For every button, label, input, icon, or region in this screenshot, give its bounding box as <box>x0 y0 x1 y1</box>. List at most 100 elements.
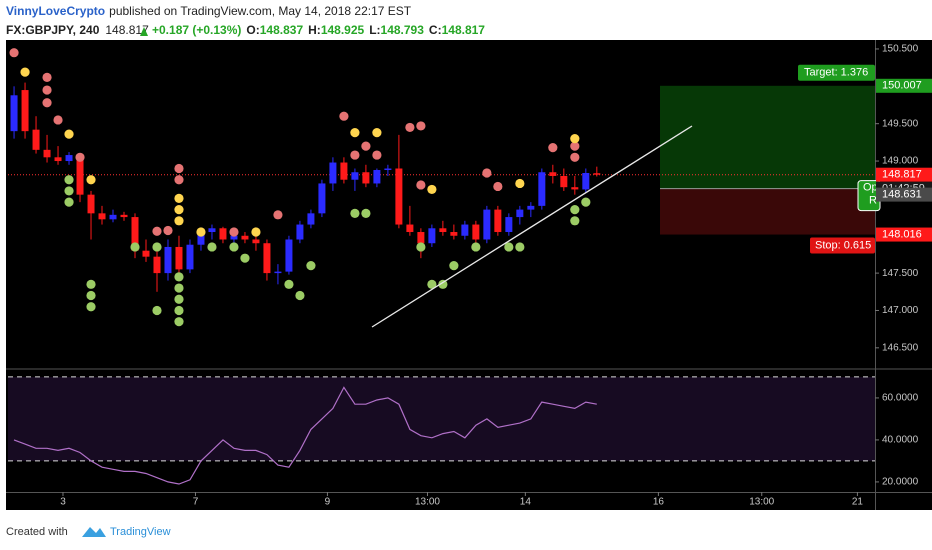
price-label: 150.007 <box>882 80 922 92</box>
axes: 150.500 149.500 149.000 147.500 147.000 146.5… <box>60 44 932 508</box>
candle-body <box>329 162 337 184</box>
candle-body <box>406 224 414 233</box>
signal-dot <box>416 180 426 190</box>
x-tick-label: 13:00 <box>415 497 440 508</box>
candle-body <box>252 239 260 244</box>
candle-body <box>98 213 106 220</box>
y-tick-label: 147.000 <box>882 305 919 316</box>
candle-body <box>76 155 84 195</box>
candle-body <box>274 271 282 274</box>
candle-body <box>384 168 392 171</box>
author-link[interactable]: VinnyLoveCrypto <box>6 4 105 18</box>
candle-body <box>516 209 524 218</box>
candle-body <box>120 214 128 218</box>
x-tick-label: 3 <box>60 497 66 508</box>
candle-body <box>230 235 238 240</box>
candle-body <box>21 90 29 132</box>
signal-dot <box>174 272 184 282</box>
candle-body <box>593 173 601 175</box>
candle-body <box>549 172 557 176</box>
y-tick-label: 149.000 <box>882 156 919 167</box>
open-label: Op <box>863 182 878 194</box>
signal-dot <box>20 67 30 77</box>
signal-dot <box>9 48 19 58</box>
signal-dot <box>372 128 382 138</box>
position-layer: Target: 1.376 Stop: 0.615 OpR <box>660 64 881 254</box>
candle-body <box>263 243 271 274</box>
signal-dot <box>515 242 525 252</box>
signal-dot <box>581 197 591 207</box>
signal-dot <box>427 279 437 289</box>
signal-dot <box>42 98 52 108</box>
signal-dot <box>251 227 261 237</box>
candle-body <box>131 217 139 251</box>
signal-dot <box>427 184 437 195</box>
candle-body <box>461 224 469 236</box>
header-line: VinnyLoveCrypto published on TradingView.… <box>6 4 412 18</box>
candle-body <box>494 209 502 233</box>
signal-dot <box>372 150 382 160</box>
candles <box>8 48 875 327</box>
signal-dot <box>174 294 184 304</box>
signal-dot <box>174 205 184 215</box>
candle-body <box>43 149 51 158</box>
footer-brand[interactable]: TradingView <box>110 526 171 538</box>
price-label-box <box>876 227 932 242</box>
candle-body <box>87 194 95 214</box>
candle-body <box>439 228 447 233</box>
signal-dot <box>449 261 459 271</box>
candle-body <box>362 172 370 184</box>
stop-zone <box>660 188 875 235</box>
signal-dot <box>416 121 426 131</box>
signal-dot <box>42 72 52 82</box>
signal-dot <box>493 181 503 192</box>
signal-dot <box>207 242 217 252</box>
rsi-band <box>8 376 875 461</box>
signal-dot <box>350 150 360 160</box>
y-tick-label: 147.500 <box>882 268 919 279</box>
signal-dot <box>361 141 371 151</box>
signal-dot <box>64 186 74 196</box>
signal-dot <box>174 305 184 316</box>
candle-body <box>318 183 326 214</box>
open-label: R <box>869 195 877 207</box>
symbol: FX:GBPJPY, 240 <box>6 23 100 37</box>
signal-dot <box>196 227 206 237</box>
stop-label: Stop: 0.615 <box>815 239 871 251</box>
signal-dot <box>174 317 184 327</box>
candle-body <box>373 170 381 184</box>
ohlc-line: +0.187 (+0.13%) O:148.837 H:148.925 L:148.7… <box>152 23 485 37</box>
candle-body <box>197 232 205 245</box>
price-label-box <box>876 78 932 93</box>
signal-dot <box>515 178 525 189</box>
signal-dot <box>174 216 184 226</box>
signal-dot <box>130 242 140 252</box>
o-label: O: <box>246 23 259 37</box>
signal-dot <box>174 193 184 203</box>
signal-dot <box>570 205 580 215</box>
signal-dot <box>86 279 96 289</box>
x-tick-label: 7 <box>193 497 199 508</box>
candle-body <box>538 172 546 206</box>
signal-dot <box>163 225 173 236</box>
signal-dot <box>53 115 63 125</box>
rsi-pane: 60.0000 40.0000 20.0000 <box>8 376 919 488</box>
h-value: 148.925 <box>321 23 365 37</box>
c-label: C: <box>429 23 442 37</box>
x-tick-label: 16 <box>653 497 665 508</box>
l-value: 148.793 <box>381 23 425 37</box>
candle-body <box>395 168 403 225</box>
candle-body <box>296 224 304 240</box>
signal-dot <box>86 302 96 312</box>
signal-dot <box>504 242 514 252</box>
signal-dot <box>86 175 96 185</box>
last-price: 148.817 <box>105 23 149 37</box>
signal-dot <box>174 163 184 174</box>
signal-dot <box>152 226 162 236</box>
up-arrow <box>140 27 148 36</box>
y-tick-label: 146.500 <box>882 342 919 353</box>
candle-body <box>417 232 425 244</box>
signal-dot <box>471 242 481 252</box>
signal-dot <box>306 261 316 271</box>
